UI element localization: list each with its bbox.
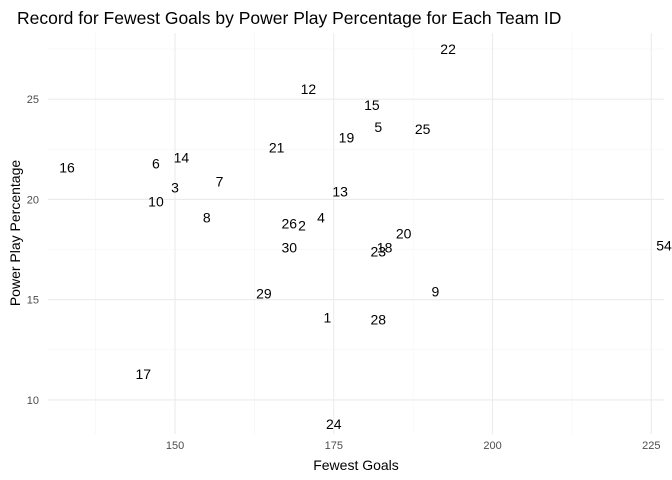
y-axis-ticks: 10 15 20 25 (27, 94, 39, 407)
x-tick-label: 200 (483, 440, 501, 452)
point-label: 23 (370, 244, 386, 260)
x-tick-label: 150 (166, 440, 184, 452)
y-tick-label: 25 (27, 94, 39, 106)
point-label: 26 (282, 215, 298, 231)
y-tick-label: 20 (27, 194, 39, 206)
point-label: 28 (370, 312, 386, 328)
point-label: 18 (377, 240, 393, 256)
point-label: 30 (282, 240, 298, 256)
point-label: 7 (216, 173, 224, 189)
point-label: 12 (301, 81, 317, 97)
x-axis-ticks: 150 175 200 225 (166, 440, 661, 452)
grid (48, 33, 664, 434)
point-label: 6 (152, 155, 160, 171)
point-label: 5 (374, 119, 382, 135)
x-tick-label: 225 (642, 440, 660, 452)
point-label: 54 (656, 238, 672, 254)
point-label: 1 (324, 310, 332, 326)
point-label: 19 (339, 129, 355, 145)
point-label: 20 (396, 226, 412, 242)
y-tick-label: 10 (27, 395, 39, 407)
point-label: 29 (256, 286, 272, 302)
point-label: 13 (332, 183, 348, 199)
point-label: 3 (171, 179, 179, 195)
point-label: 4 (317, 209, 325, 225)
point-label: 16 (59, 159, 75, 175)
points: 1234567891012131415161718192021222324252… (59, 41, 672, 432)
point-label: 10 (148, 193, 164, 209)
point-label: 14 (174, 149, 190, 165)
point-label: 21 (269, 139, 285, 155)
y-axis-title: Power Play Percentage (7, 160, 23, 307)
point-label: 9 (431, 284, 439, 300)
point-label: 22 (440, 41, 456, 57)
point-label: 15 (364, 97, 380, 113)
point-label: 2 (298, 217, 306, 233)
chart-title: Record for Fewest Goals by Power Play Pe… (17, 8, 561, 28)
point-label: 17 (135, 366, 151, 382)
x-axis-title: Fewest Goals (313, 457, 399, 473)
point-label: 24 (326, 416, 342, 432)
x-tick-label: 175 (325, 440, 343, 452)
y-tick-label: 15 (27, 295, 39, 307)
point-label: 25 (415, 121, 431, 137)
point-label: 8 (203, 209, 211, 225)
